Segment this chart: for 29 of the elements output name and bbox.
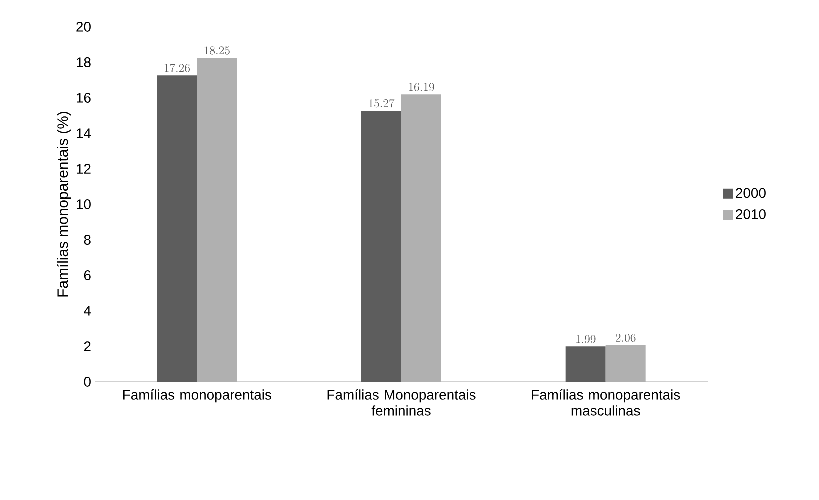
- x-tick-label: Famílias monoparentais masculinas: [532, 390, 680, 416]
- x-tick-label: Famílias monoparentais: [124, 390, 272, 403]
- data-label: 1 .99: [576, 335, 596, 344]
- bar: [606, 345, 646, 382]
- y-tick-label: 20: [76, 22, 91, 32]
- data-label: 15.27: [369, 99, 395, 108]
- bar: [362, 110, 402, 382]
- y-tick-label: 12: [77, 164, 91, 174]
- x-tick-label: Famílias Monoparentais femininas: [328, 390, 476, 416]
- y-tick-label: 4: [84, 306, 92, 316]
- data-label: 16. 19: [409, 83, 434, 92]
- bar: [157, 76, 198, 382]
- data-label: 17.26: [164, 64, 190, 72]
- y-tick-label: 2: [84, 342, 91, 352]
- bar: [197, 58, 238, 382]
- legend-label: 2000: [736, 188, 766, 198]
- legend-label: 2010: [736, 209, 766, 220]
- y-tick-label: 10: [77, 200, 91, 210]
- bar: [566, 346, 606, 382]
- y-axis-title: Famílias monoparentais (%): [57, 112, 72, 297]
- data-label: 2.06: [616, 334, 636, 342]
- y-tick-label: 14: [77, 128, 92, 138]
- y-tick-label: 6: [84, 270, 91, 280]
- y-tick-label: 8: [84, 235, 91, 245]
- y-tick-label: 0: [84, 377, 91, 387]
- y-tick-label: 16: [77, 93, 91, 103]
- y-tick-label: 18: [77, 58, 91, 68]
- bar: [402, 94, 442, 382]
- data-label: 18.25: [204, 46, 230, 55]
